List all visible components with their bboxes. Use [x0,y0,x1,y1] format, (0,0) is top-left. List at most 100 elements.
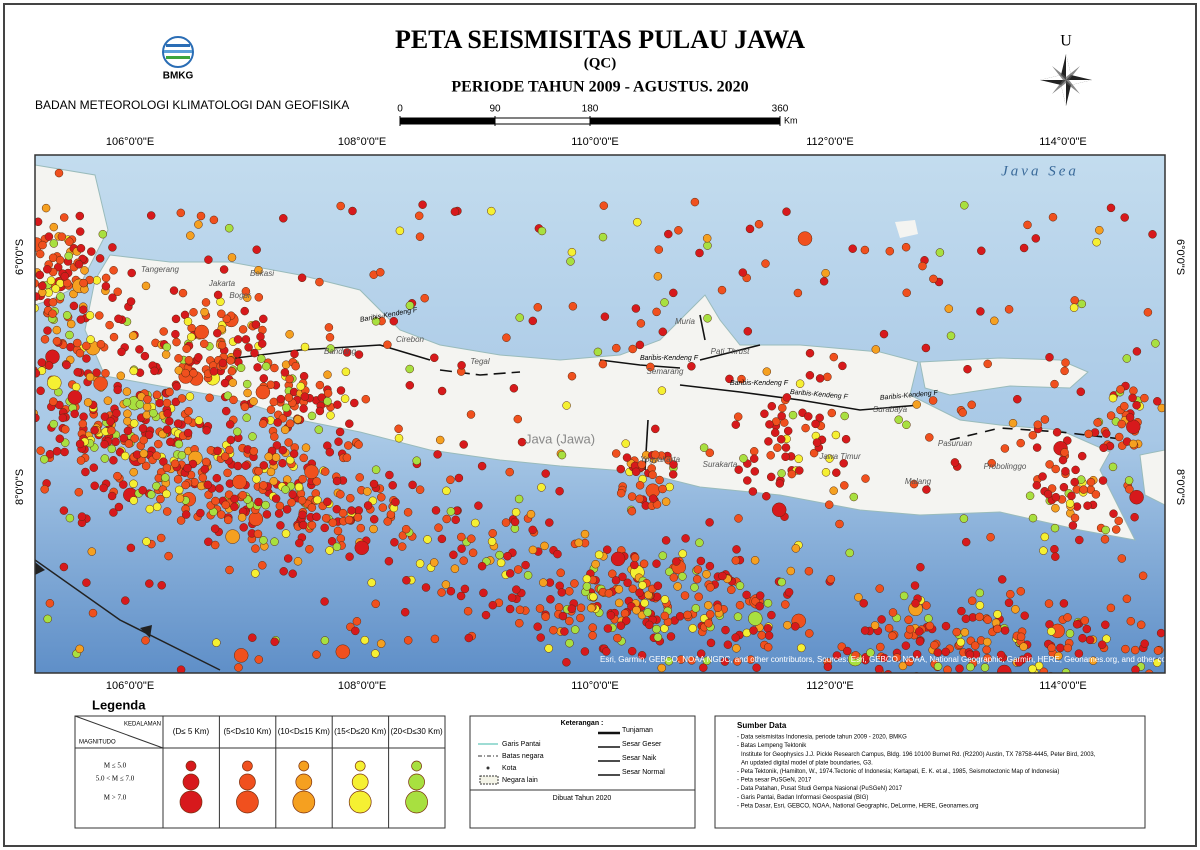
earthquake-dot [888,631,897,641]
earthquake-dot [1050,523,1060,533]
earthquake-dot [164,551,173,561]
earthquake-dot [1078,633,1087,643]
earthquake-dot [1070,477,1079,487]
earthquake-dot [138,424,148,433]
earthquake-dot [512,585,521,594]
earthquake-dot [225,420,235,429]
earthquake-dot [812,438,822,447]
earthquake-dot [35,270,45,280]
earthquake-dot [220,452,230,461]
earthquake-dot [935,248,945,257]
earthquake-dot [1132,400,1141,410]
earthquake-dot [565,616,574,626]
earthquake-dot [588,623,597,632]
earthquake-dot [765,420,774,429]
earthquake-dot [1051,492,1061,502]
earthquake-dot [1016,438,1025,448]
earthquake-dot [1075,535,1084,545]
earthquake-dot [172,382,181,391]
earthquake-dot [156,494,165,504]
legend-symbol [298,760,310,772]
earthquake-dot [777,577,786,587]
earthquake-dot [1077,451,1087,461]
made-year: Dibuat Tahun 2020 [553,795,612,802]
earthquake-dot [621,616,631,625]
earthquake-dot [75,211,85,221]
earthquake-dot [749,626,758,635]
earthquake-dot [838,361,847,371]
latitude-label: 6°0'0"S [1174,239,1186,275]
latitude-label: 8°0'0"S [14,469,26,505]
earthquake-dot [255,384,271,400]
earthquake-dot [85,372,95,382]
earthquake-dot [782,207,791,216]
earthquake-dot [957,606,966,616]
earthquake-dot [537,226,547,236]
earthquake-dot [612,343,621,353]
earthquake-dot [537,483,546,492]
earthquake-dot [1052,428,1062,437]
earthquake-dot [299,453,308,463]
scale-segment [589,117,781,125]
earthquake-dot [678,549,687,558]
longitude-label: 114°0'0"E [1039,680,1087,692]
magnitude-label: M > 7.0 [104,794,127,802]
earthquake-dot [162,507,172,516]
scale-tick-label: 0 [397,104,403,115]
earthquake-dot [449,550,458,560]
earthquake-dot [567,371,577,381]
earthquake-dot [222,314,231,324]
earthquake-dot [815,374,825,383]
earthquake-dot [92,276,102,285]
earthquake-dot [488,529,497,538]
place-label: Malang [905,477,932,486]
earthquake-dot [75,644,84,654]
earthquake-dot [1148,230,1157,239]
earthquake-dot [259,481,268,490]
earthquake-dot [776,435,786,444]
earthquake-dot [371,317,381,326]
earthquake-dot [402,576,411,585]
earthquake-dot [748,611,763,626]
earthquake-dot [169,286,179,295]
longitude-label: 112°0'0"E [806,136,854,148]
earthquake-dot [1059,599,1069,608]
earthquake-dot [515,618,524,628]
earthquake-dot [101,369,110,378]
earthquake-dot [35,292,41,301]
earthquake-dot [334,437,343,446]
earthquake-dot [582,574,592,584]
earthquake-dot [336,201,345,211]
earthquake-dot [1060,366,1069,376]
earthquake-dot [560,627,569,636]
earthquake-dot [840,481,849,490]
earthquake-dot [346,493,355,503]
earthquake-dot [549,625,558,635]
earthquake-dot [690,197,700,207]
earthquake-dot [993,624,1002,634]
earthquake-dot [594,550,604,560]
earthquake-dot [184,406,193,416]
earthquake-dot [587,603,596,613]
earthquake-dot [139,435,148,445]
earthquake-dot [901,242,911,252]
earthquake-dot [262,510,272,519]
earthquake-dot [804,566,814,576]
earthquake-dot [333,526,343,536]
earthquake-dot [40,455,49,464]
earthquake-dot [507,593,517,602]
earthquake-dot [258,561,267,570]
keterangan-item: Sesar Geser [622,741,662,748]
earthquake-dot [746,655,755,664]
earthquake-dot [831,430,841,440]
earthquake-dot [48,298,58,307]
earthquake-dot [1106,603,1116,613]
sumber-line: - Data seismisitas Indonesia, periode ta… [737,735,907,741]
earthquake-dot [1013,394,1022,404]
earthquake-dot [762,491,771,501]
earthquake-dot [487,206,496,216]
earthquake-dot [699,663,708,672]
earthquake-dot [325,546,334,555]
earthquake-dot [1033,420,1043,429]
earthquake-dot [987,458,996,468]
